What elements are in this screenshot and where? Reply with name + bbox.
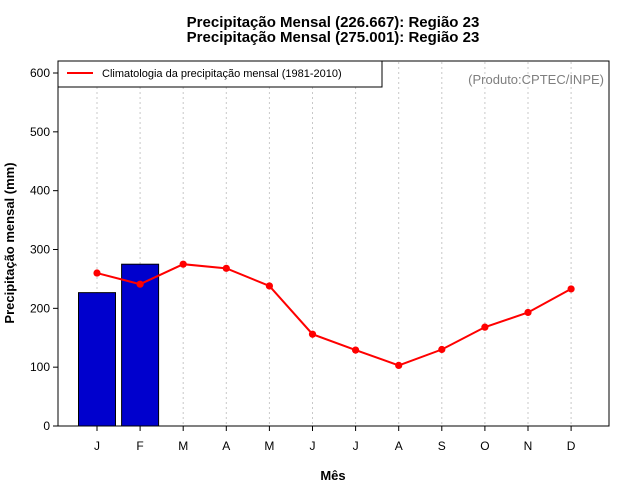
data-point <box>222 264 230 272</box>
y-tick-label: 600 <box>30 66 50 80</box>
x-tick-label: M <box>264 439 274 453</box>
x-tick-label: J <box>310 439 316 453</box>
climatology-line-series <box>93 260 575 370</box>
data-point <box>352 346 360 354</box>
x-tick-label: J <box>353 439 359 453</box>
legend-entry-climatology: Climatologia da precipitação mensal (198… <box>102 68 342 80</box>
vertical-grid <box>96 62 572 425</box>
data-point <box>395 361 403 370</box>
y-tick-label: 0 <box>43 419 50 433</box>
x-axis-title: Mês <box>320 468 345 483</box>
data-point <box>438 345 446 354</box>
data-point <box>524 308 532 317</box>
x-tick-label: D <box>567 439 576 453</box>
y-axis-title: Precipitação mensal (mm) <box>2 162 17 323</box>
data-point <box>136 280 144 288</box>
source-label: (Produto:CPTEC/INPE) <box>468 72 604 87</box>
x-tick-label: S <box>438 439 446 453</box>
legend-box <box>57 60 383 88</box>
data-point <box>93 269 101 277</box>
bar <box>78 292 116 427</box>
data-point <box>567 285 575 293</box>
x-tick-label: M <box>178 439 188 453</box>
data-point <box>265 282 273 290</box>
y-tick-label: 300 <box>30 243 50 257</box>
data-point <box>179 260 187 268</box>
bar <box>121 263 160 427</box>
bar-series <box>78 263 160 427</box>
x-tick-label: J <box>94 439 100 453</box>
y-tick-label: 100 <box>30 360 50 374</box>
x-tick-label: F <box>136 439 143 453</box>
y-axis: 0 100 200 300 400 500 600 <box>30 66 58 433</box>
climatology-line <box>96 263 572 367</box>
chart-title-line-1: Precipitação Mensal (226.667): Região 23 <box>187 14 480 31</box>
y-tick-label: 400 <box>30 184 50 198</box>
data-point <box>308 330 317 338</box>
y-tick-label: 500 <box>30 125 50 139</box>
y-tick-label: 200 <box>30 301 50 315</box>
x-tick-label: N <box>524 439 533 453</box>
x-tick-label: A <box>395 439 403 453</box>
data-point <box>481 323 489 331</box>
legend: Climatologia da precipitação mensal (198… <box>57 60 383 88</box>
x-tick-label: A <box>222 439 230 453</box>
x-tick-label: O <box>480 439 489 453</box>
chart-title-line-2: Precipitação Mensal (275.001): Região 23 <box>187 29 480 46</box>
